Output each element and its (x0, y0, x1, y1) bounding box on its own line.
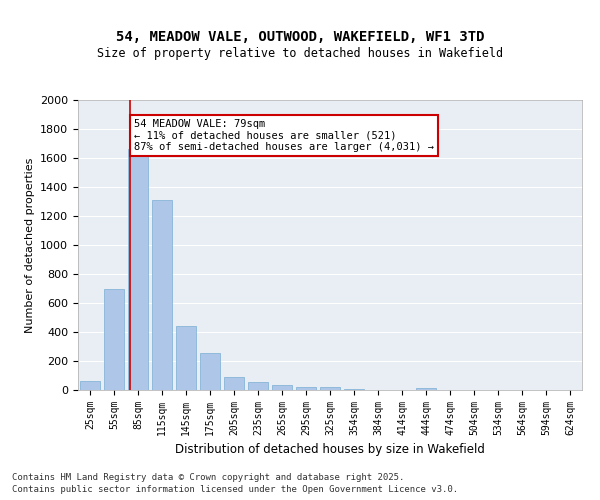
Bar (176, 326, 196, 390)
Text: Size of property relative to detached houses in Wakefield: Size of property relative to detached ho… (97, 48, 503, 60)
Bar (344, 389, 364, 390)
Bar (296, 387, 316, 390)
Y-axis label: Number of detached properties: Number of detached properties (25, 158, 35, 332)
X-axis label: Distribution of detached houses by size in Wakefield: Distribution of detached houses by size … (175, 444, 485, 456)
Text: 54, MEADOW VALE, OUTWOOD, WAKEFIELD, WF1 3TD: 54, MEADOW VALE, OUTWOOD, WAKEFIELD, WF1… (116, 30, 484, 44)
Bar (200, 353, 220, 390)
Text: 54 MEADOW VALE: 79sqm
← 11% of detached houses are smaller (521)
87% of semi-det: 54 MEADOW VALE: 79sqm ← 11% of detached … (134, 119, 434, 152)
Bar (320, 388, 340, 390)
Text: Contains public sector information licensed under the Open Government Licence v3: Contains public sector information licen… (12, 485, 458, 494)
Bar (416, 388, 436, 390)
Bar (152, 200, 172, 390)
Bar (224, 377, 244, 390)
Bar (128, 150, 148, 390)
Bar (80, 380, 100, 390)
Bar (248, 382, 268, 390)
Bar (272, 385, 292, 390)
Text: Contains HM Land Registry data © Crown copyright and database right 2025.: Contains HM Land Registry data © Crown c… (12, 472, 404, 482)
Bar (104, 288, 124, 390)
